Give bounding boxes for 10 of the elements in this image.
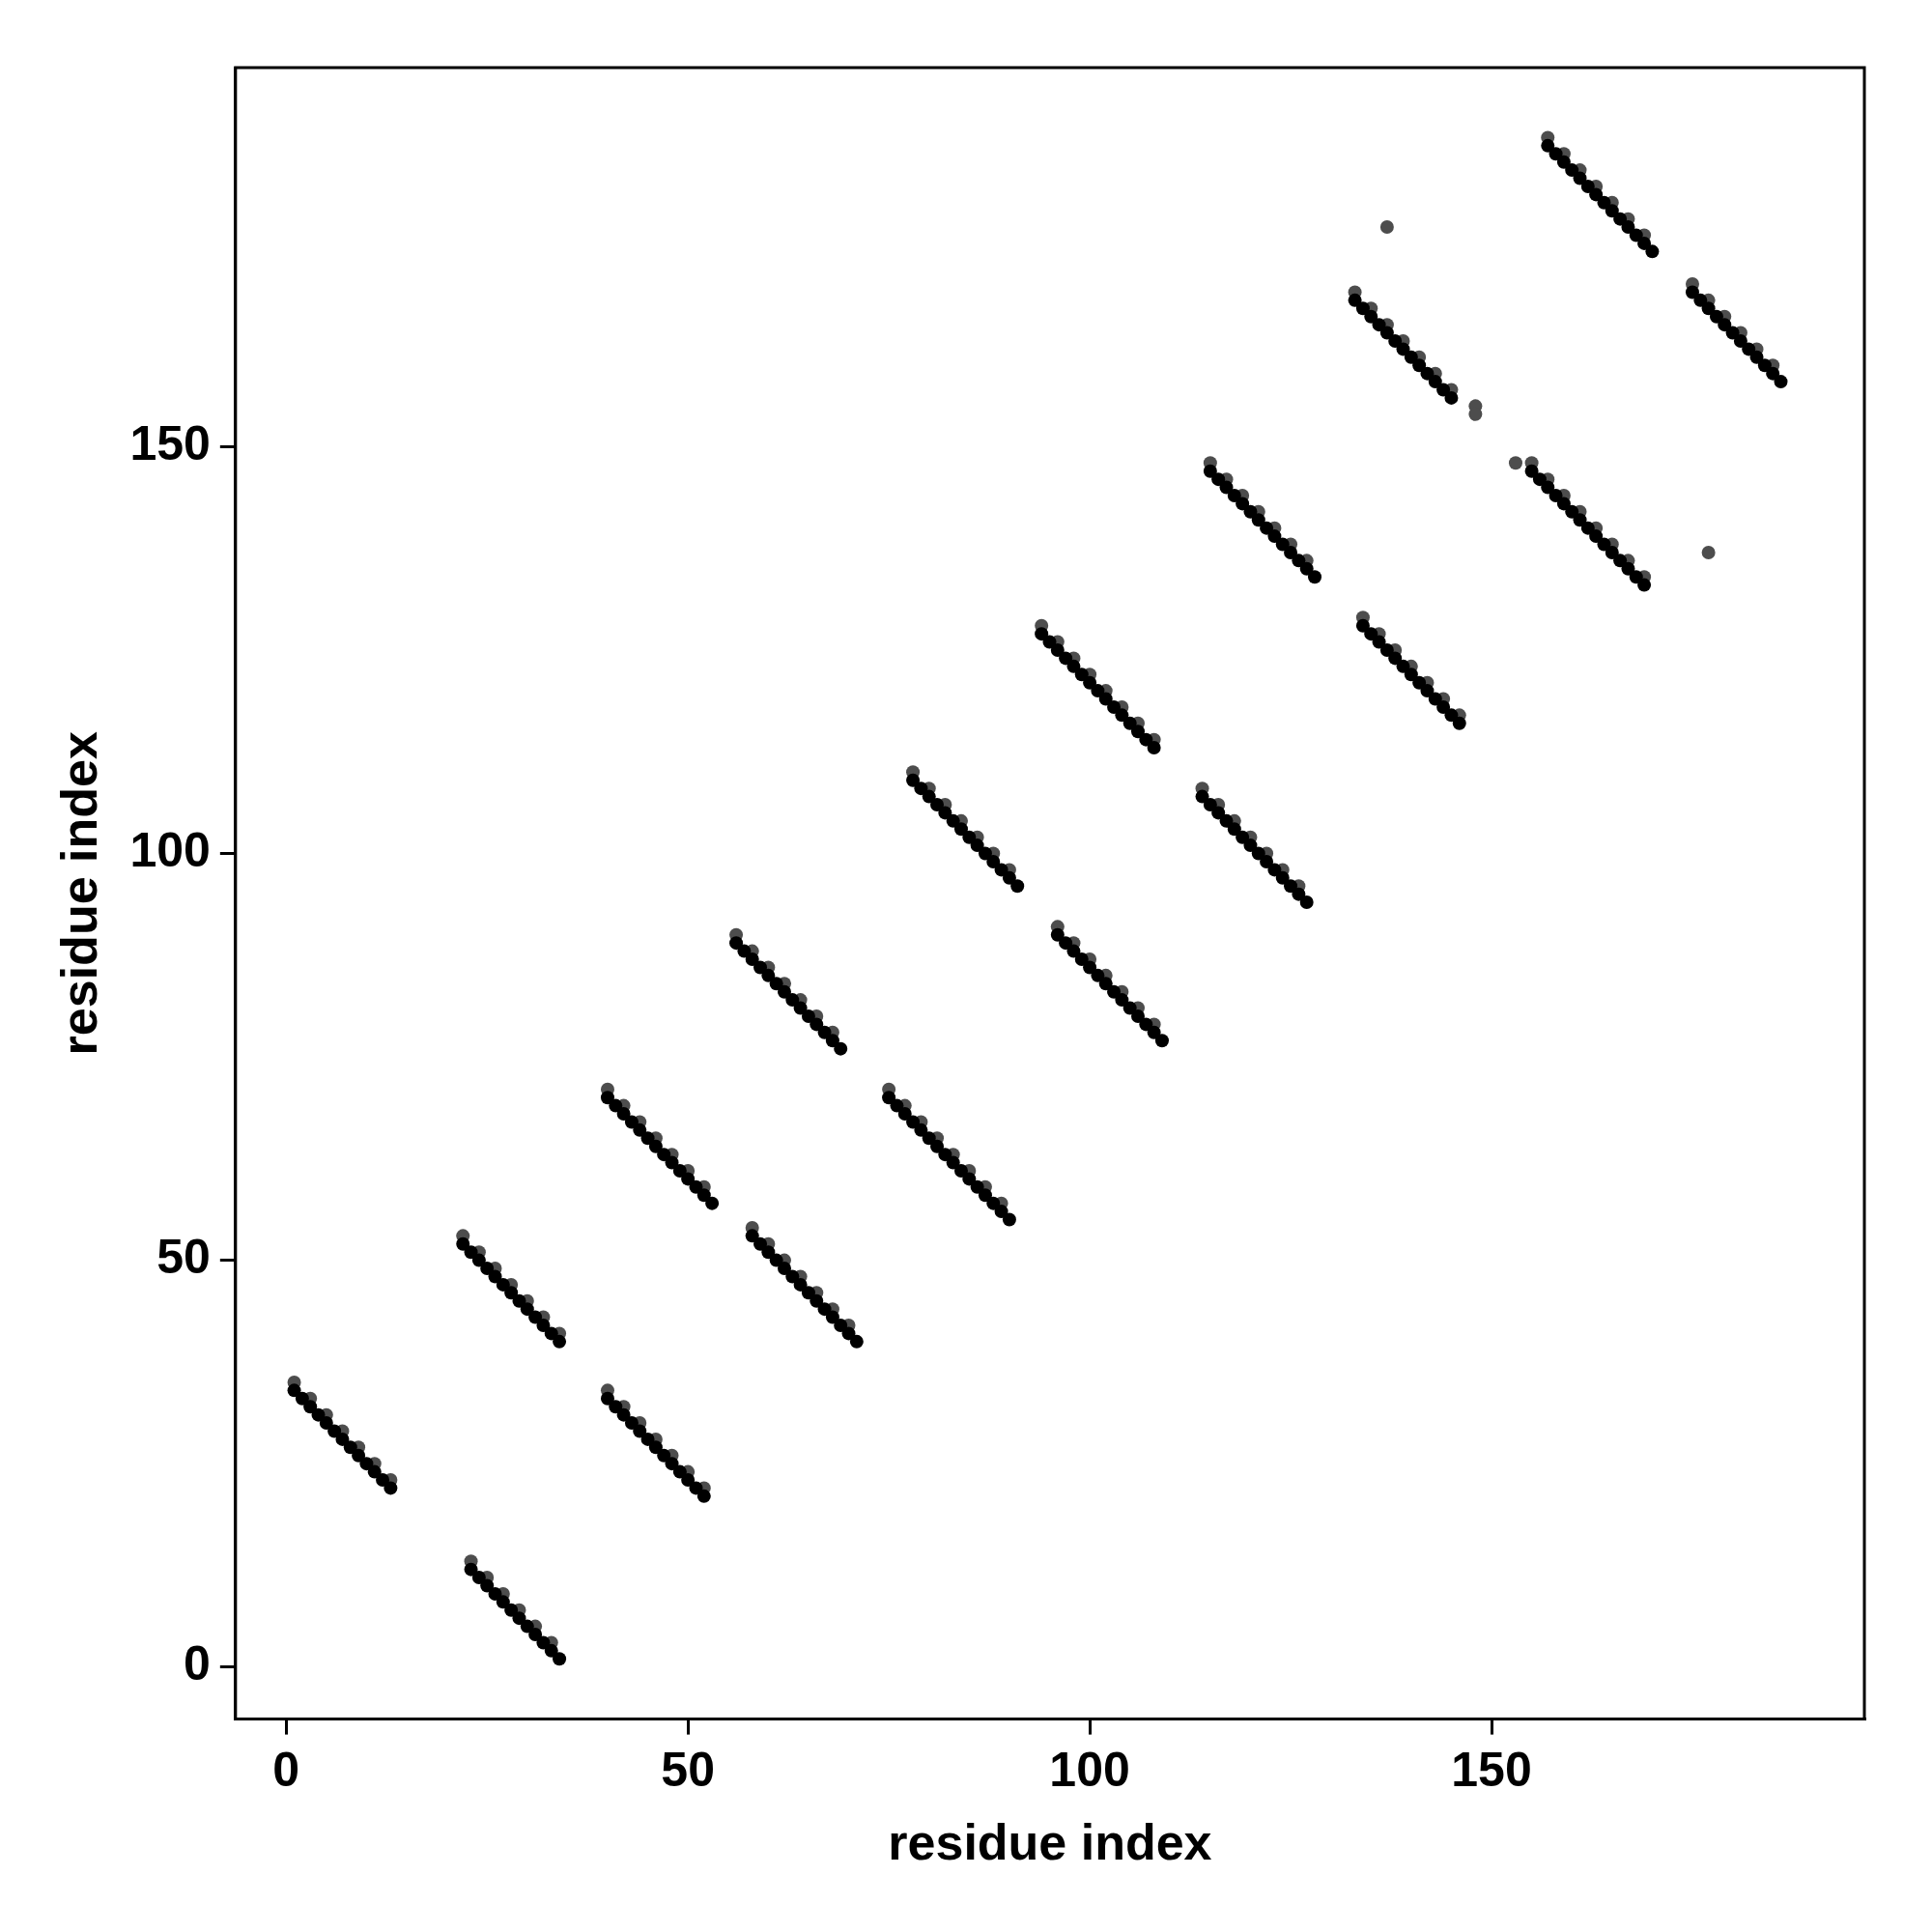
x-tick-label: 0 — [272, 1743, 300, 1798]
x-tick-label: 50 — [661, 1743, 715, 1798]
y-tick-label: 50 — [156, 1230, 211, 1285]
y-tick-label: 100 — [129, 823, 211, 878]
y-axis-title: residue index — [50, 731, 107, 1056]
x-axis-title: residue index — [888, 1814, 1212, 1871]
y-tick-label: 0 — [184, 1636, 211, 1691]
y-tick-label: 150 — [129, 416, 211, 471]
x-tick-label: 100 — [1049, 1743, 1130, 1798]
x-tick-label: 150 — [1451, 1743, 1532, 1798]
